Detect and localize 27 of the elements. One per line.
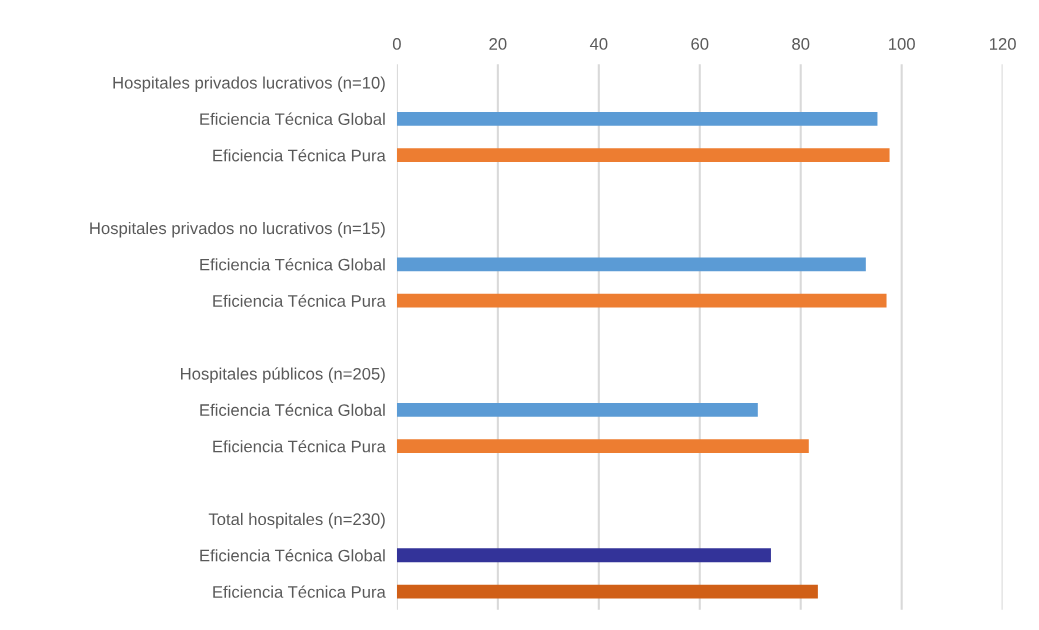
x-tick-label: 100 xyxy=(889,38,915,50)
x-tick-label: 20 xyxy=(489,38,507,50)
y-tick-label: Hospitales públicos (n=205) xyxy=(181,367,385,384)
bar xyxy=(396,548,771,563)
y-tick-label: Eficiencia Técnica Global xyxy=(200,112,385,126)
bar xyxy=(396,257,866,272)
bar xyxy=(396,402,758,417)
y-tick-label: Eficiencia Técnica Global xyxy=(200,258,385,271)
bar xyxy=(396,293,887,308)
y-tick-label: Eficiencia Técnica Pura xyxy=(213,439,386,453)
x-tick-label: 40 xyxy=(589,38,608,50)
y-tick-label: Hospitales privados lucrativos (n=10) xyxy=(113,76,385,92)
bar xyxy=(396,439,809,454)
y-tick-label: Eficiencia Técnica Global xyxy=(200,403,385,416)
x-tick-label: 80 xyxy=(792,38,810,50)
y-tick-label: Eficiencia Técnica Pura xyxy=(213,148,386,162)
y-tick-label: Eficiencia Técnica Pura xyxy=(213,585,386,598)
y-tick-label: Eficiencia Técnica Global xyxy=(200,549,385,562)
x-tick-label: 120 xyxy=(990,38,1016,50)
y-tick-label: Eficiencia Técnica Pura xyxy=(213,294,386,307)
y-tick-label: Total hospitales (n=230) xyxy=(208,512,385,529)
x-tick-label: 0 xyxy=(392,38,401,50)
bar xyxy=(396,111,878,126)
bar xyxy=(396,584,818,599)
bar xyxy=(396,148,890,163)
x-tick-label: 60 xyxy=(691,38,709,50)
y-tick-label: Hospitales privados no lucrativos (n=15) xyxy=(90,221,385,238)
